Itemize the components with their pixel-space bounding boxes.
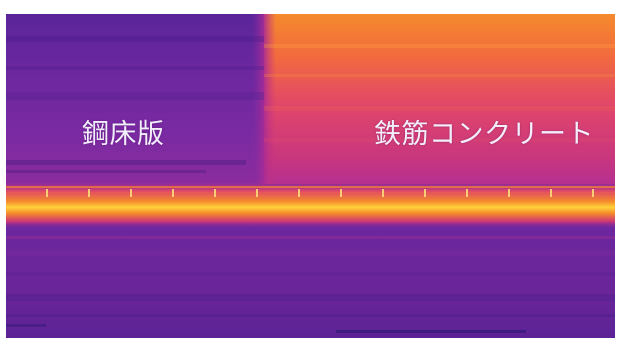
concrete-streaks — [264, 44, 615, 142]
steel-deck-label: 鋼床版 — [82, 119, 165, 150]
reinforced-concrete-label: 鉄筋コンクリート — [374, 119, 594, 150]
thermal-image — [6, 14, 615, 338]
band-ticks — [46, 189, 594, 197]
steel-streaks — [6, 36, 264, 173]
thermal-image-frame: 鋼床版 鉄筋コンクリート — [6, 14, 615, 338]
lower-streaks — [6, 236, 615, 317]
